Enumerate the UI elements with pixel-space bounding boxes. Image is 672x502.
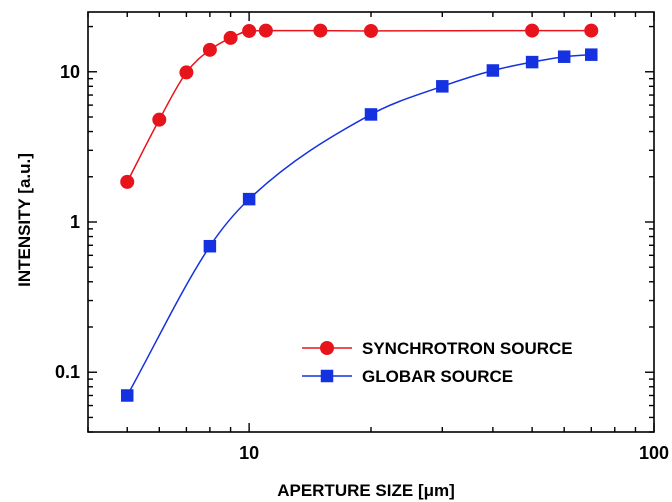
legend: SYNCHROTRON SOURCE GLOBAR SOURCE xyxy=(302,339,573,386)
y-axis-title: INTENSITY [a.u.] xyxy=(15,153,34,287)
y-tick-label: 0.1 xyxy=(55,362,80,382)
data-point-synchrotron xyxy=(120,174,135,189)
data-point-globar xyxy=(557,50,571,63)
data-point-synchrotron xyxy=(223,30,238,45)
axis-ticks xyxy=(87,12,655,433)
data-point-synchrotron xyxy=(258,23,273,38)
series-line-synchrotron xyxy=(126,29,592,183)
data-point-globar xyxy=(486,64,500,77)
data-point-globar xyxy=(120,389,134,402)
data-point-synchrotron xyxy=(584,23,599,38)
data-point-globar xyxy=(364,108,378,121)
legend-marker-globar xyxy=(320,369,334,383)
data-point-synchrotron xyxy=(242,23,257,38)
data-point-globar xyxy=(525,55,539,69)
legend-label-globar: GLOBAR SOURCE xyxy=(362,367,513,386)
data-point-synchrotron xyxy=(152,112,167,127)
y-tick-label: 1 xyxy=(70,212,80,232)
legend-marker-synchrotron xyxy=(320,341,334,355)
data-point-globar xyxy=(585,48,598,61)
data-point-globar xyxy=(242,192,256,206)
tick-labels: 10 100 0.1 1 10 xyxy=(55,62,669,463)
data-point-synchrotron xyxy=(525,23,540,38)
data-point-synchrotron xyxy=(313,23,328,38)
legend-label-synchrotron: SYNCHROTRON SOURCE xyxy=(362,339,573,358)
data-point-globar xyxy=(436,80,449,93)
series-markers xyxy=(120,23,599,402)
data-point-globar xyxy=(203,239,217,253)
x-tick-label: 100 xyxy=(639,443,669,463)
data-point-synchrotron xyxy=(202,42,217,57)
y-tick-label: 10 xyxy=(60,62,80,82)
data-point-synchrotron xyxy=(364,23,378,38)
x-axis-title: APERTURE SIZE [μm] xyxy=(277,481,455,500)
x-tick-label: 10 xyxy=(239,443,259,463)
data-point-synchrotron xyxy=(179,65,194,80)
